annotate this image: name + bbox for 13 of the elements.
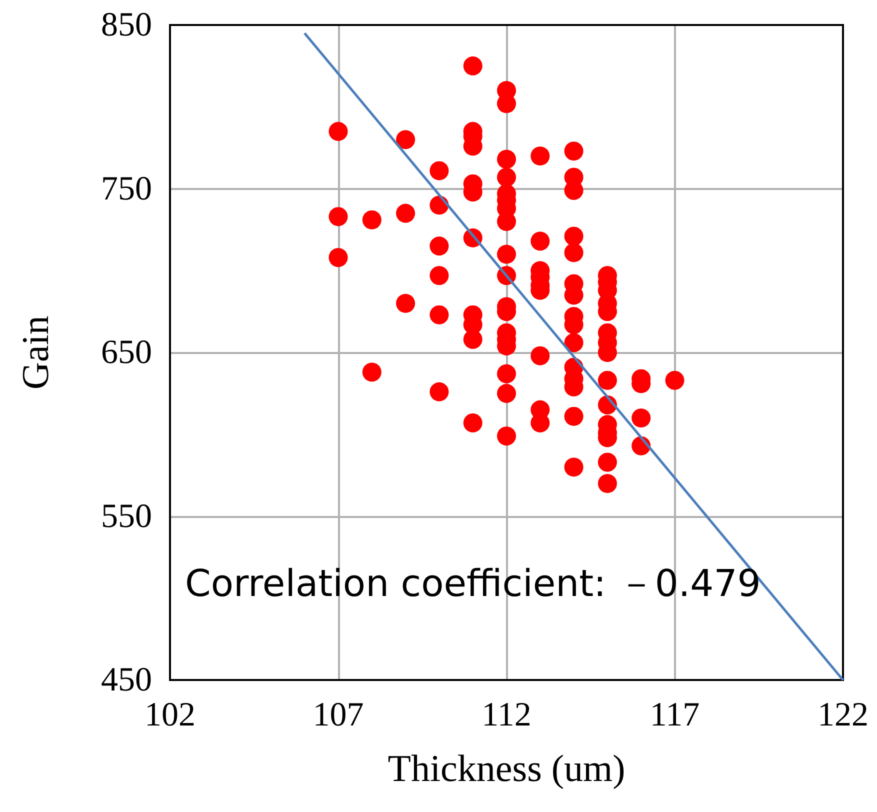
x-tick-label: 122 bbox=[818, 696, 868, 734]
y-axis-title: Gain bbox=[15, 316, 57, 390]
y-tick-label: 550 bbox=[101, 498, 152, 535]
y-tick-label: 750 bbox=[101, 170, 152, 208]
x-tick-label: 107 bbox=[312, 696, 364, 734]
x-tick-label: 102 bbox=[144, 696, 196, 734]
y-tick-label: 450 bbox=[101, 662, 152, 698]
annotation: Correlation coefficient: －0.479 bbox=[185, 562, 761, 605]
x-axis-title: Thickness (um) bbox=[388, 748, 626, 790]
y-tick-label: 850 bbox=[101, 6, 152, 44]
x-tick-label: 117 bbox=[650, 696, 700, 734]
x-tick-label: 112 bbox=[482, 696, 532, 734]
y-tick-label: 650 bbox=[101, 334, 152, 371]
